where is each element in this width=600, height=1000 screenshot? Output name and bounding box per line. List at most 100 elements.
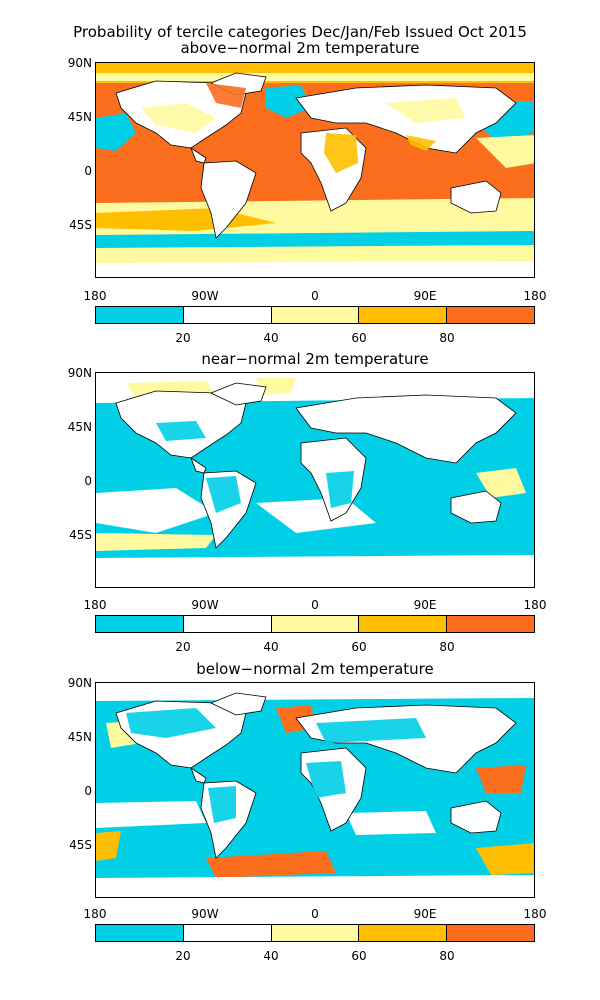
map-near-svg xyxy=(96,373,534,587)
cbar-seg-1 xyxy=(182,307,271,323)
australia xyxy=(450,180,502,214)
figure-subtitle: above−normal 2m temperature xyxy=(180,39,420,57)
lon-label-0: 0 xyxy=(311,907,319,921)
lon-label-90e: 90E xyxy=(413,907,437,921)
se-orange xyxy=(476,843,534,875)
south-america xyxy=(200,160,257,239)
lat-label-45s: 45S xyxy=(69,528,92,542)
cbar-label-40: 40 xyxy=(263,640,279,654)
cbar-label-40: 40 xyxy=(263,949,279,963)
south-orange xyxy=(206,851,336,878)
greenland xyxy=(210,382,267,406)
antarctica xyxy=(96,555,534,587)
cbar-seg-0 xyxy=(96,616,183,632)
na-yellow xyxy=(141,103,216,133)
lat-label-90n: 90N xyxy=(67,366,92,380)
colorbar-near xyxy=(95,615,535,633)
wpac-yellow xyxy=(476,135,534,168)
south-pale-band xyxy=(96,245,534,265)
cbar-seg-3 xyxy=(358,307,447,323)
lon-label-90e: 90E xyxy=(413,598,437,612)
sepac-white xyxy=(96,801,206,828)
lon-label-90w: 90W xyxy=(191,598,219,612)
lon-label-180w: 180 xyxy=(83,289,107,303)
sepac-white xyxy=(96,488,216,533)
cbar-seg-3 xyxy=(358,616,447,632)
eur-cyan xyxy=(316,718,426,743)
cbar-seg-2 xyxy=(270,307,359,323)
antarctica xyxy=(96,875,534,897)
sw-orange xyxy=(96,831,121,861)
greenland-yellow xyxy=(256,378,296,395)
lon-label-90w: 90W xyxy=(191,907,219,921)
eurasia xyxy=(295,394,517,464)
wpac-yellow xyxy=(476,468,526,498)
lat-label-90n: 90N xyxy=(67,56,92,70)
colorbar-below xyxy=(95,924,535,942)
cbar-label-60: 60 xyxy=(351,949,367,963)
panel-title-below: below−normal 2m temperature xyxy=(196,660,434,678)
lat-label-45n: 45N xyxy=(67,420,92,434)
lat-label-45n: 45N xyxy=(67,110,92,124)
asia-yellow xyxy=(386,98,466,123)
lat-label-45s: 45S xyxy=(69,838,92,852)
sa-cyan xyxy=(206,476,241,513)
lat-label-0: 0 xyxy=(84,164,92,178)
cbar-label-40: 40 xyxy=(263,331,279,345)
lat-label-45s: 45S xyxy=(69,218,92,232)
cbar-seg-2 xyxy=(270,925,359,941)
cbar-seg-2 xyxy=(270,616,359,632)
africa-orange xyxy=(324,133,358,173)
cbar-seg-1 xyxy=(182,616,271,632)
map-near-normal xyxy=(95,372,535,588)
canada-orange xyxy=(206,83,246,108)
india-orange xyxy=(406,135,436,151)
eurasia xyxy=(295,84,517,154)
cbar-seg-4 xyxy=(446,925,534,941)
cbar-label-60: 60 xyxy=(351,331,367,345)
antarctica xyxy=(96,261,534,277)
cbar-label-20: 20 xyxy=(175,640,191,654)
panel-title-near: near−normal 2m temperature xyxy=(201,350,429,368)
lon-label-180e: 180 xyxy=(523,907,547,921)
lon-label-90e: 90E xyxy=(413,289,437,303)
arctic-band-light xyxy=(96,73,534,81)
lat-label-0: 0 xyxy=(84,474,92,488)
cbar-seg-0 xyxy=(96,307,183,323)
cbar-seg-4 xyxy=(446,616,534,632)
atl-cyan-patch xyxy=(266,85,311,118)
greenland xyxy=(210,692,267,716)
lon-label-0: 0 xyxy=(311,598,319,612)
cbar-label-80: 80 xyxy=(439,640,455,654)
map-below-svg xyxy=(96,683,534,897)
cbar-label-20: 20 xyxy=(175,331,191,345)
lon-label-90w: 90W xyxy=(191,289,219,303)
sa-cyan xyxy=(208,786,236,823)
map-above-normal xyxy=(95,62,535,278)
figure-title: Probability of tercile categories Dec/Ja… xyxy=(73,23,527,41)
arctic-white xyxy=(96,683,534,701)
lon-label-180w: 180 xyxy=(83,598,107,612)
pac-cyan-patch xyxy=(96,113,136,151)
cbar-seg-0 xyxy=(96,925,183,941)
australia xyxy=(450,800,502,834)
sind-white xyxy=(346,811,436,835)
lon-label-180w: 180 xyxy=(83,907,107,921)
cbar-seg-1 xyxy=(182,925,271,941)
map-below-normal xyxy=(95,682,535,898)
africa-cyan xyxy=(306,761,346,798)
cbar-label-60: 60 xyxy=(351,640,367,654)
cbar-seg-4 xyxy=(446,307,534,323)
lon-label-180e: 180 xyxy=(523,289,547,303)
cbar-label-80: 80 xyxy=(439,331,455,345)
cbar-seg-3 xyxy=(358,925,447,941)
cbar-label-80: 80 xyxy=(439,949,455,963)
cbar-label-20: 20 xyxy=(175,949,191,963)
lat-label-0: 0 xyxy=(84,784,92,798)
wpac-orange xyxy=(476,765,526,793)
south-yellow xyxy=(96,533,216,551)
map-above-svg xyxy=(96,63,534,277)
australia xyxy=(450,490,502,524)
na-cyan xyxy=(156,421,206,441)
na-cyan xyxy=(126,708,216,738)
